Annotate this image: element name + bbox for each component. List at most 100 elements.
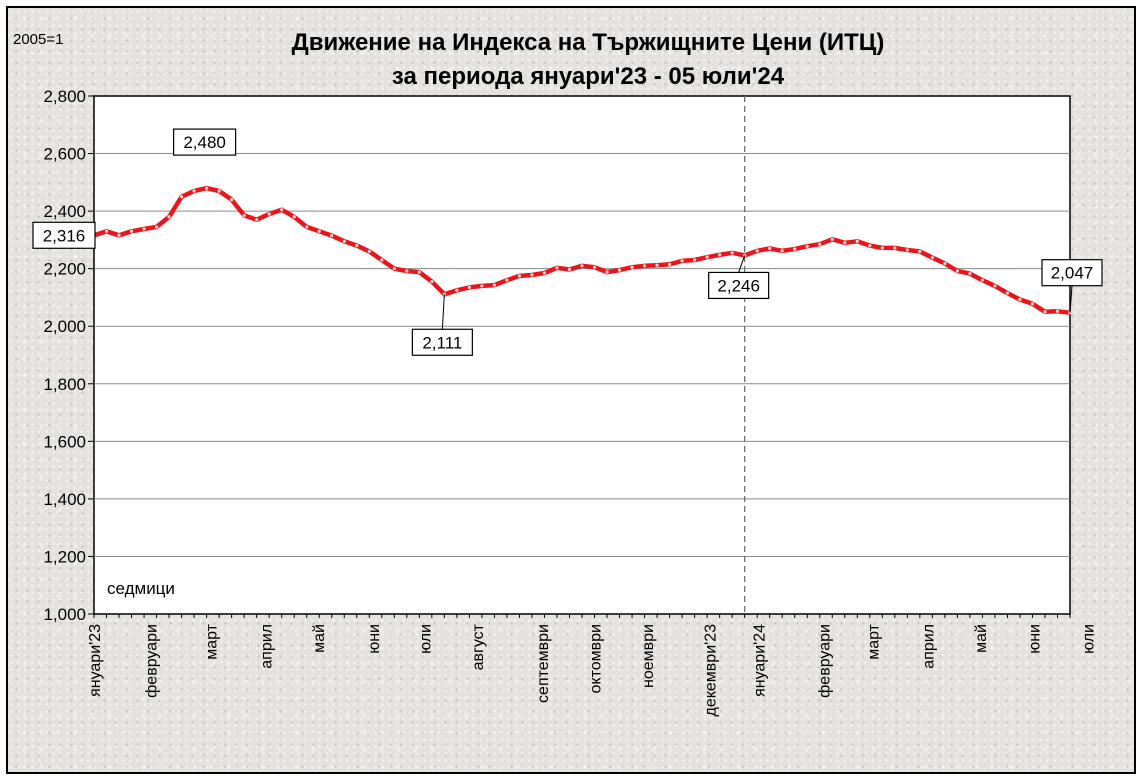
data-label-leader [1069, 285, 1073, 313]
y-tick-label: 2,600 [43, 145, 86, 164]
data-point [430, 280, 434, 284]
index-base-label: 2005=1 [13, 31, 63, 48]
data-point [918, 249, 922, 253]
data-point [755, 249, 759, 253]
x-month-label: декември'23 [703, 624, 720, 717]
data-point [905, 248, 909, 252]
data-point [1055, 309, 1060, 313]
y-tick-label: 1,000 [43, 605, 86, 624]
data-point [242, 213, 246, 218]
data-point [292, 215, 296, 219]
data-point [555, 266, 559, 270]
data-point [855, 239, 859, 243]
x-month-label: юни [366, 624, 383, 654]
data-point [793, 247, 797, 251]
y-tick-label: 2,000 [43, 317, 86, 336]
y-tick-label: 1,400 [43, 490, 86, 509]
x-month-label: юни [1027, 624, 1044, 654]
data-point [417, 270, 421, 274]
data-point [517, 274, 522, 278]
data-label-box [1041, 259, 1103, 287]
x-month-label: юли [417, 624, 434, 654]
x-month-label: март [865, 623, 882, 659]
data-point [605, 270, 609, 274]
data-point [592, 265, 597, 269]
data-point [380, 258, 384, 262]
data-labels: 2,316 2,480 2,111 2,246 2,047 [32, 128, 1103, 356]
data-point [129, 229, 134, 233]
data-point [330, 233, 334, 238]
data-point [943, 261, 947, 266]
data-label-box [708, 271, 770, 300]
x-month-label: февруари [816, 624, 833, 698]
x-month-label: април [258, 624, 275, 669]
data-point [730, 251, 734, 255]
data-point [567, 267, 572, 272]
data-point [993, 284, 997, 288]
data-label-box [173, 128, 237, 156]
data-point [893, 246, 897, 250]
x-month-label: октомври [588, 624, 605, 693]
data-point [805, 244, 809, 248]
data-point [1018, 297, 1022, 302]
plot-area [93, 95, 1071, 615]
data-point [617, 268, 622, 272]
data-label-leader [441, 294, 445, 330]
data-point [818, 242, 822, 246]
data-point [355, 244, 359, 248]
data-label: 2,047 [1051, 264, 1094, 283]
data-point [1043, 310, 1047, 314]
y-tick-label: 1,200 [43, 547, 86, 566]
series-line [92, 185, 1072, 315]
data-point [880, 246, 884, 250]
chart-subtitle: за периода януари'23 - 05 юли'24 [392, 63, 785, 90]
data-point [392, 267, 396, 271]
data-point [630, 265, 634, 269]
data-point [217, 189, 221, 193]
data-point [117, 233, 121, 237]
data-label-box [32, 221, 96, 249]
data-point [768, 246, 772, 251]
data-point [693, 258, 697, 262]
y-tick-label: 2,800 [43, 87, 86, 106]
grid-lines [94, 153, 1070, 557]
data-point [317, 229, 321, 233]
data-point [955, 269, 959, 273]
data-point [280, 208, 284, 212]
data-point [492, 283, 497, 287]
x-month-label: януари'23 [87, 624, 104, 697]
data-point [305, 225, 309, 229]
x-month-label: февруари [143, 624, 160, 698]
x-month-label: септември [535, 624, 552, 703]
data-point [642, 264, 647, 268]
data-point [655, 263, 659, 267]
data-point [480, 284, 484, 288]
data-point [505, 278, 509, 282]
data-point [267, 212, 271, 216]
data-point [780, 249, 784, 253]
data-point [455, 288, 459, 292]
data-label-box [411, 328, 473, 356]
data-point [154, 225, 159, 229]
data-point [705, 255, 709, 259]
chart-title: Движение на Индекса на Тържищните Цени (… [292, 29, 885, 56]
data-point [179, 195, 184, 199]
data-point [1005, 291, 1010, 295]
data-point [367, 249, 371, 253]
y-tick-label: 1,600 [43, 432, 86, 451]
data-point [530, 273, 534, 277]
data-label-leader [738, 255, 746, 273]
x-month-label: май [311, 624, 328, 653]
data-point [255, 218, 259, 222]
data-point [1030, 302, 1035, 306]
data-point [830, 237, 834, 241]
data-point [192, 189, 196, 193]
data-point [980, 278, 985, 282]
data-label: 2,111 [422, 333, 462, 352]
data-label: 2,316 [43, 226, 86, 245]
y-tick-label: 2,400 [43, 202, 86, 221]
x-month-label: юли [1081, 624, 1098, 654]
data-point [104, 229, 109, 233]
x-month-label: януари'24 [751, 624, 768, 697]
